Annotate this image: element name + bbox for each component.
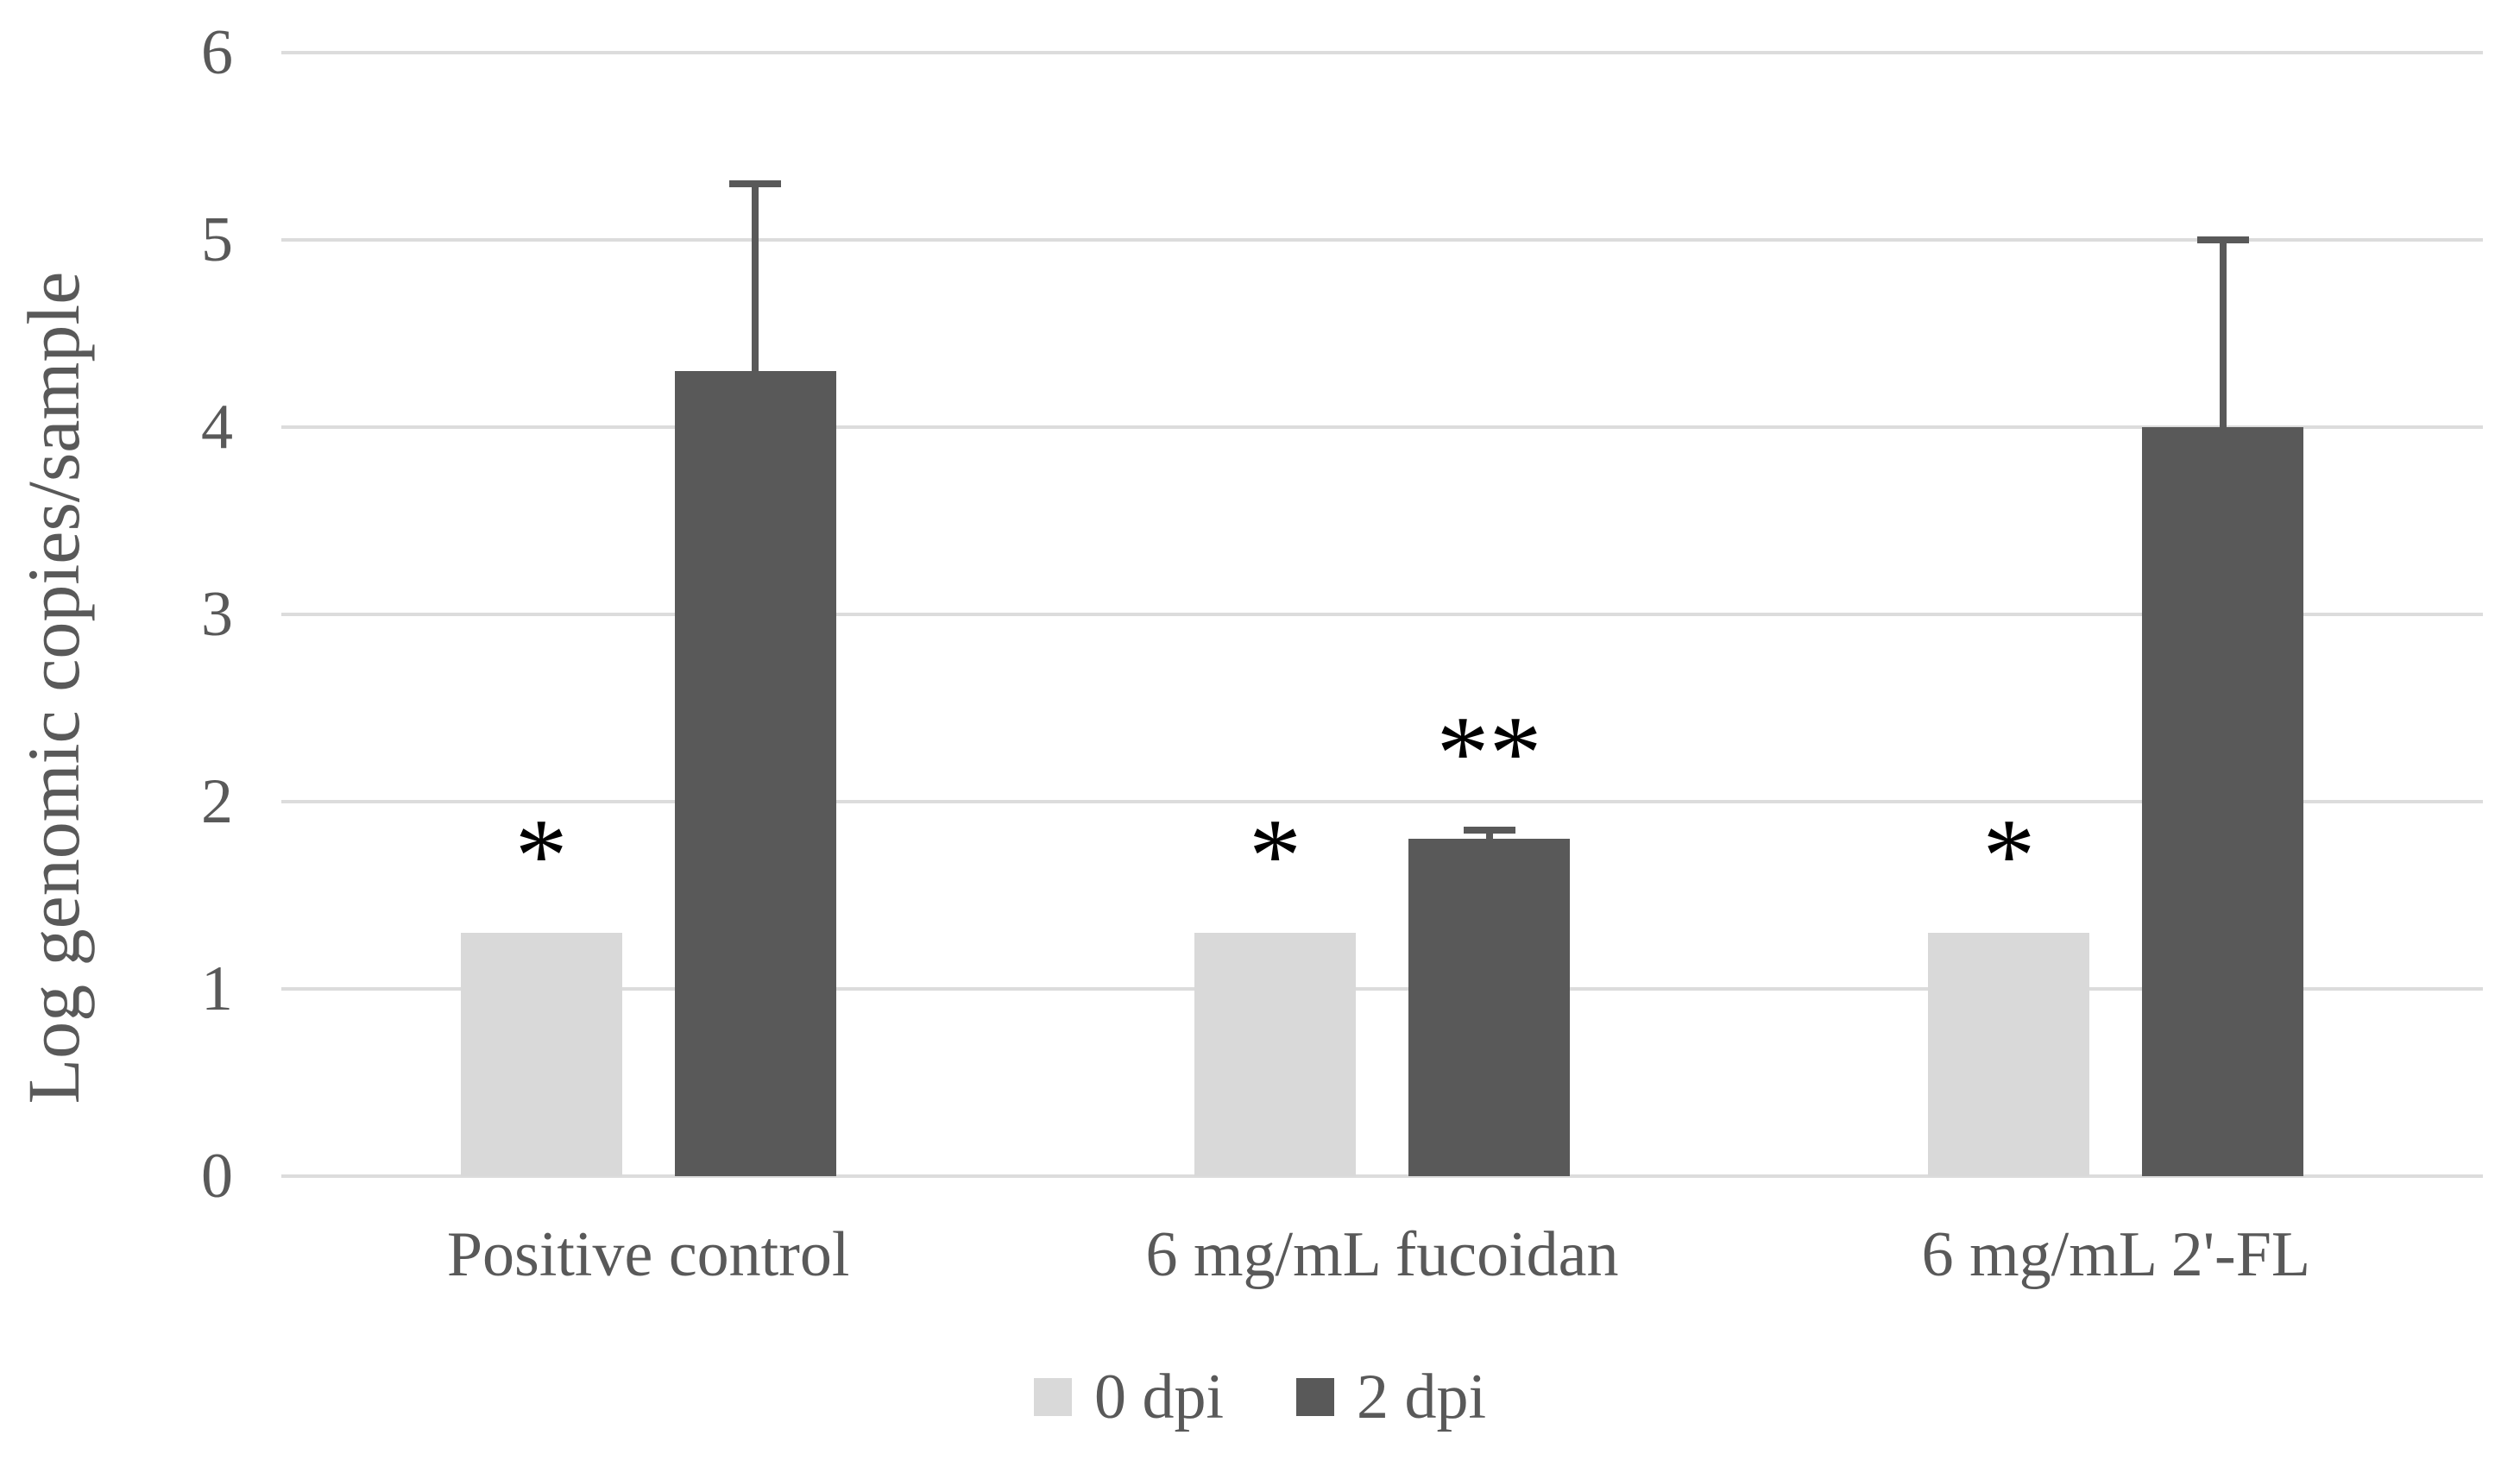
legend-swatch: [1033, 1378, 1072, 1416]
bar-0-dpi-cat0: [460, 932, 622, 1176]
error-bar-stem: [1485, 829, 1493, 840]
y-tick-label-1: 1: [201, 954, 233, 1024]
category-label-2: 6 mg/mL 2'-FL: [1921, 1219, 2311, 1290]
y-tick-label-4: 4: [201, 392, 233, 463]
y-tick-label-5: 5: [201, 205, 233, 275]
bar-0-dpi-cat1: [1194, 932, 1356, 1176]
significance-marker: *: [514, 796, 568, 914]
significance-marker: *: [1982, 796, 2036, 914]
y-axis-title: Log genomic copies/sample: [12, 271, 95, 1105]
y-tick-label-2: 2: [201, 766, 233, 837]
significance-marker: **: [1436, 694, 1542, 811]
bar-2-dpi-cat0: [674, 370, 836, 1176]
gridline-y5: [281, 238, 2483, 242]
legend-item-2-dpi: 2 dpi: [1296, 1365, 1486, 1429]
category-label-0: Positive control: [446, 1219, 850, 1290]
legend-label: 0 dpi: [1093, 1362, 1224, 1432]
bar-2-dpi-cat2: [2142, 427, 2304, 1176]
y-tick-label-6: 6: [201, 17, 233, 88]
error-bar-cap: [2196, 236, 2249, 243]
category-label-1: 6 mg/mL fucoidan: [1145, 1219, 1619, 1290]
gridline-y0: [281, 1174, 2483, 1178]
y-tick-label-0: 0: [201, 1141, 233, 1212]
bar-0-dpi-cat2: [1928, 932, 2090, 1176]
y-tick-label-3: 3: [201, 579, 233, 650]
significance-marker: *: [1249, 796, 1301, 914]
legend-label: 2 dpi: [1357, 1362, 1487, 1432]
error-bar-cap: [1463, 826, 1515, 834]
legend-swatch: [1296, 1378, 1334, 1416]
legend: 0 dpi 2 dpi: [0, 1365, 2520, 1429]
error-bar-cap: [729, 179, 782, 187]
legend-item-0-dpi: 0 dpi: [1033, 1362, 1224, 1432]
gridline-y6: [281, 51, 2483, 54]
gridline-y1: [281, 987, 2483, 991]
gridline-y3: [281, 613, 2483, 616]
gridline-y4: [281, 425, 2483, 429]
error-bar-stem: [752, 183, 759, 371]
error-bar-stem: [2219, 240, 2227, 427]
gridline-y2: [281, 800, 2483, 803]
bar-2-dpi-cat1: [1408, 839, 1570, 1176]
